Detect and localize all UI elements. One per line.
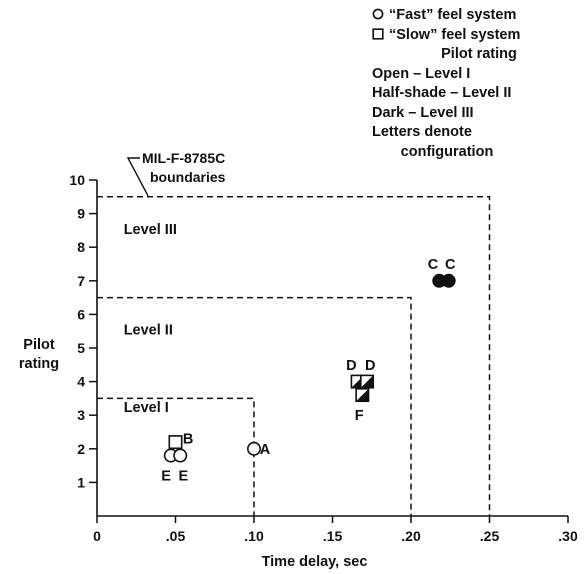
y-tick-label: 8 (77, 239, 85, 255)
x-tick-label: .10 (244, 528, 264, 544)
y-axis-title-line-2: rating (19, 356, 59, 372)
boundary-annotation-line-2: boundaries (150, 169, 226, 185)
legend-rating-title: Pilot rating (441, 46, 517, 62)
y-tick-label: 6 (77, 306, 85, 322)
legend-slow-label: “Slow” feel system (389, 26, 521, 43)
x-tick-label: .30 (558, 528, 578, 544)
x-tick-label: 0 (93, 528, 101, 544)
y-tick-label: 4 (77, 374, 85, 390)
point-label-E: E (161, 469, 171, 485)
x-tick-label: .20 (401, 528, 421, 544)
boundary-level-iii (97, 196, 491, 516)
point-labels: E E B A D D F C C (161, 257, 456, 485)
legend-slow: “Slow” feel system (372, 26, 586, 46)
circle-marker-E (173, 448, 188, 463)
point-label-B: B (183, 432, 193, 448)
x-axis-title: Time delay, sec (262, 554, 368, 570)
point-label-E: E (179, 469, 189, 485)
square-marker-D-outline (360, 374, 375, 389)
level-boundaries: MIL-F-8785C boundaries (97, 150, 491, 516)
point-label-C: C (428, 257, 439, 273)
level-label: Level I (124, 400, 169, 416)
boundary-level-i (97, 397, 255, 516)
y-tick-label: 7 (77, 273, 85, 289)
boundary-leader-line (126, 157, 149, 197)
x-tick-label: .25 (480, 528, 500, 544)
legend-note-2: configuration (400, 143, 494, 160)
data-markers (163, 273, 456, 463)
y-tick-label: 1 (77, 474, 85, 490)
y-axis-title-line-1: Pilot (23, 337, 55, 353)
x-tick-label: .15 (323, 528, 343, 544)
square-marker-F-outline (355, 388, 370, 403)
y-tick-label: 5 (77, 340, 85, 356)
circle-marker-A (247, 441, 262, 456)
legend-note-1: Letters denote (372, 124, 472, 140)
y-tick-label: 2 (77, 441, 85, 457)
square-marker-icon (372, 27, 384, 40)
point-label-D: D (346, 358, 356, 374)
level-label: Level II (124, 323, 173, 339)
legend: “Fast” feel system “Slow” feel system Pi… (372, 6, 586, 162)
boundary-annotation-line-1: MIL-F-8785C (142, 150, 225, 166)
legend-fast: “Fast” feel system (372, 6, 586, 26)
legend-fast-label: “Fast” feel system (389, 7, 517, 23)
axes: 1 2 3 4 5 6 7 8 9 10 0 .05 .10 .15 .20 .25 .30 Time delay… (19, 172, 578, 570)
level-labels: Level I Level II Level III (124, 222, 177, 416)
legend-half: Half-shade – Level II (372, 85, 512, 101)
y-tick-label: 10 (69, 172, 85, 188)
point-label-A: A (260, 442, 271, 458)
square-marker-B (168, 435, 183, 450)
point-label-F: F (355, 408, 364, 424)
point-label-C: C (445, 257, 456, 273)
square-marker-D (360, 374, 375, 389)
square-marker-F (355, 388, 370, 403)
boundary-level-ii (97, 296, 412, 516)
y-tick-label: 3 (77, 407, 85, 423)
circle-marker-C (441, 273, 456, 288)
legend-dark: Dark – Level III (372, 104, 474, 121)
circle-marker-icon (372, 8, 384, 20)
y-tick-label: 9 (77, 206, 85, 222)
legend-open: Open – Level I (372, 65, 471, 82)
x-tick-label: .05 (166, 528, 186, 544)
point-label-D: D (365, 358, 375, 374)
level-label: Level III (124, 222, 177, 238)
